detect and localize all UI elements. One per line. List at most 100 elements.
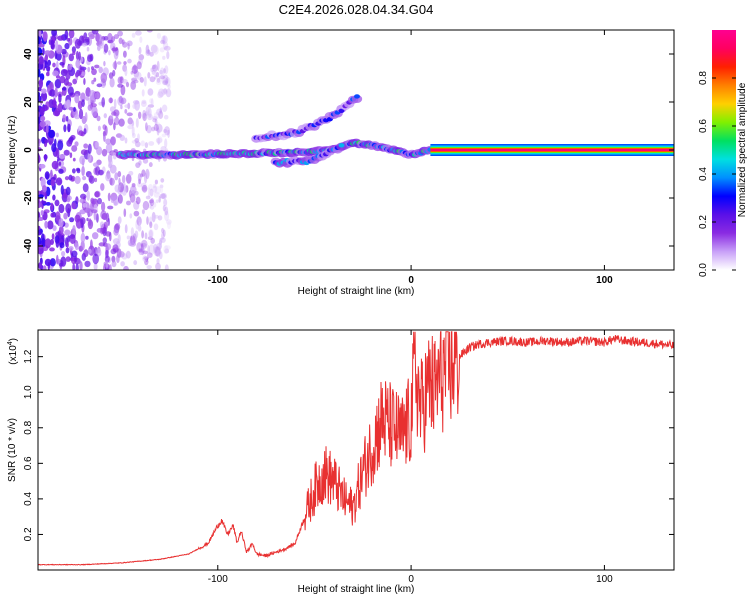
noise-blob: [85, 235, 89, 240]
noise-blob: [107, 192, 111, 202]
noise-blob: [38, 262, 42, 270]
colorbar-tick-label: 0.2: [698, 215, 709, 229]
noise-blob: [44, 171, 50, 180]
noise-blob: [55, 132, 59, 138]
noise-blob: [66, 197, 71, 203]
noise-blob: [162, 55, 166, 60]
noise-blob: [114, 184, 121, 193]
spectrogram-x-label: Height of straight line (km): [298, 286, 415, 297]
noise-blob: [65, 256, 71, 262]
spectrogram-y-ticks: -40 -20 0 20 40: [23, 48, 674, 253]
noise-blob: [127, 42, 130, 50]
noise-blob: [94, 64, 100, 69]
noise-blob: [153, 246, 161, 257]
noise-blob: [93, 262, 98, 270]
noise-blob: [98, 169, 104, 176]
noise-blob: [141, 182, 147, 190]
noise-blob: [140, 239, 148, 249]
noise-blob: [74, 242, 79, 251]
noise-blob: [38, 78, 44, 89]
noise-blob: [55, 40, 59, 51]
noise-blob: [117, 194, 123, 204]
noise-blob: [167, 221, 171, 230]
noise-blob: [97, 197, 102, 205]
noise-blob: [159, 107, 162, 114]
noise-blob: [44, 220, 48, 229]
noise-blob: [108, 264, 112, 270]
noise-blob: [87, 54, 93, 63]
noise-blob: [123, 208, 127, 217]
noise-blob: [96, 34, 103, 45]
spectrogram-heat-layer: [38, 30, 674, 270]
noise-blob: [109, 177, 115, 186]
noise-blob: [50, 39, 55, 50]
noise-blob: [115, 113, 119, 119]
noise-blob: [51, 143, 57, 153]
noise-blob: [127, 58, 132, 64]
noise-blob: [147, 187, 151, 198]
noise-blob: [148, 141, 155, 146]
noise-blob: [157, 215, 163, 221]
noise-blob: [100, 72, 108, 84]
noise-blob: [66, 99, 71, 108]
noise-blob: [161, 227, 165, 234]
noise-blob: [58, 161, 62, 166]
noise-blob: [135, 118, 139, 128]
noise-blob: [124, 67, 128, 77]
noise-blob: [40, 91, 48, 102]
noise-blob: [163, 198, 168, 207]
noise-blob: [125, 173, 132, 184]
noise-blob: [69, 136, 74, 142]
noise-blob: [111, 260, 117, 268]
noise-blob: [160, 237, 166, 243]
spectrogram-x-ticks: -100 0 100: [208, 30, 613, 286]
noise-blob: [151, 70, 156, 75]
noise-blob: [127, 239, 133, 247]
noise-blob: [158, 88, 165, 97]
noise-blob: [150, 98, 154, 108]
noise-blob: [148, 162, 153, 168]
noise-blob: [74, 38, 81, 49]
noise-blob: [86, 190, 90, 201]
noise-blob: [135, 196, 141, 205]
noise-blob: [45, 202, 51, 206]
snr-panel: -100 0 100 0.2 0.4 0.6 0.8 1.0 1.2 Height of st…: [7, 329, 675, 595]
noise-blob: [113, 34, 119, 40]
noise-blob: [39, 107, 45, 116]
noise-blob: [156, 77, 161, 83]
noise-blob: [68, 106, 74, 111]
noise-blob: [58, 225, 64, 235]
noise-blob: [117, 171, 122, 178]
noise-blob: [118, 118, 125, 127]
noise-blob: [91, 103, 97, 108]
noise-blob: [152, 116, 158, 121]
noise-blob: [161, 104, 168, 112]
noise-blob: [74, 214, 81, 223]
noise-blob: [164, 248, 170, 254]
noise-blob: [102, 237, 108, 244]
noise-blob: [92, 253, 99, 265]
noise-blob: [152, 45, 159, 55]
noise-blob: [58, 203, 65, 214]
noise-blob: [164, 210, 170, 222]
noise-blob: [154, 179, 158, 185]
noise-blob: [145, 195, 151, 200]
noise-blob: [38, 115, 41, 125]
y-tick-label: 0.8: [23, 420, 34, 434]
noise-blob: [72, 263, 76, 270]
noise-blob: [152, 185, 158, 193]
noise-blob: [138, 160, 142, 166]
noise-blob: [64, 176, 70, 181]
noise-blob: [136, 242, 143, 252]
noise-blob: [107, 39, 114, 44]
noise-blob: [72, 78, 78, 85]
noise-blob: [164, 126, 170, 136]
y-tick-label: 0: [23, 147, 34, 153]
y-tick-label: -20: [23, 190, 34, 205]
noise-blob: [164, 245, 171, 251]
noise-blob: [120, 104, 123, 110]
noise-blob: [122, 175, 126, 184]
noise-blob: [149, 51, 154, 57]
noise-blob: [151, 211, 156, 223]
noise-blob: [55, 177, 63, 186]
